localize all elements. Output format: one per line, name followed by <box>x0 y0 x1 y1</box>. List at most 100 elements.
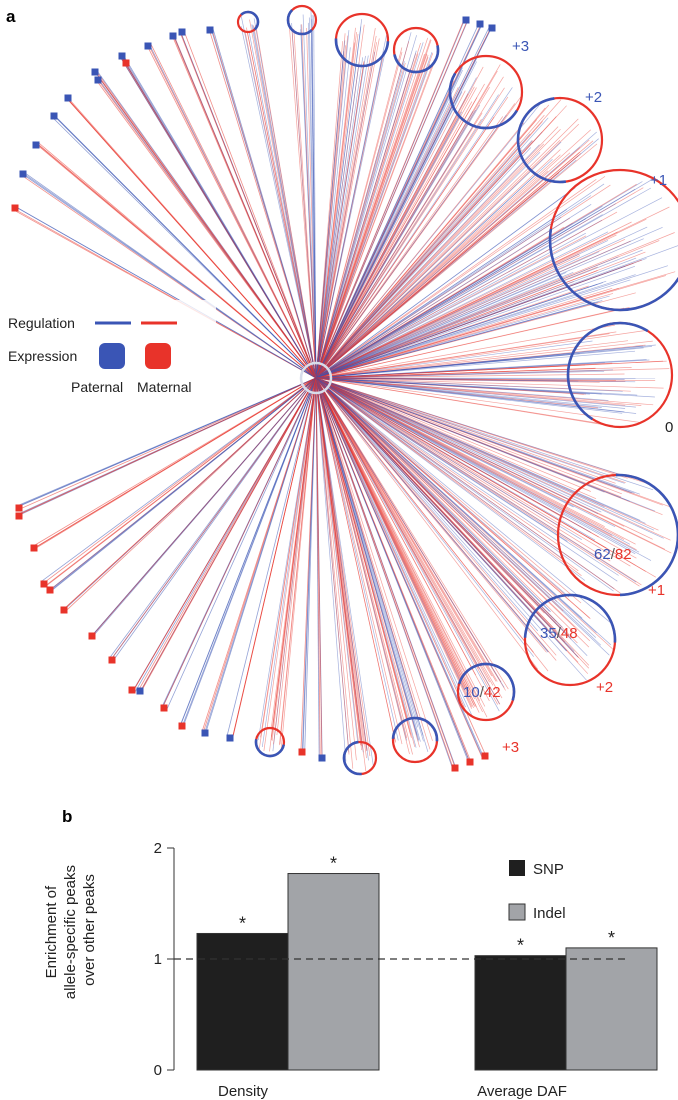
regulation-line <box>315 51 375 379</box>
regulation-line <box>315 221 632 379</box>
regulation-line <box>291 28 317 379</box>
regulation-line <box>204 377 317 732</box>
regulation-line <box>315 147 581 379</box>
regulation-line <box>315 377 565 519</box>
regulation-line <box>315 353 580 379</box>
regulation-line <box>315 35 349 379</box>
regulation-line <box>315 42 355 379</box>
regulation-line <box>315 377 626 382</box>
bar-snp <box>474 955 567 1071</box>
regulation-line <box>315 50 417 379</box>
regulation-line <box>315 258 647 379</box>
regulation-line <box>315 377 497 682</box>
regulation-line <box>315 377 539 632</box>
regulation-line <box>315 377 671 541</box>
regulation-line <box>315 377 579 572</box>
bar-series: * * * * <box>196 854 658 1071</box>
regulation-line <box>272 377 317 752</box>
regulation-line <box>315 377 579 658</box>
regulation-line <box>315 232 675 379</box>
bar-legend: SNP Indel <box>508 860 566 922</box>
regulation-line <box>315 51 403 379</box>
regulation-line <box>315 94 499 379</box>
regulation-line <box>315 377 656 379</box>
regulation-line <box>315 144 540 379</box>
regulation-line <box>315 66 484 379</box>
regulation-line <box>315 377 501 705</box>
regulation-line <box>315 51 345 379</box>
regulation-line <box>315 214 603 379</box>
regulation-line <box>315 187 644 379</box>
regulation-line <box>315 280 607 379</box>
regulation-line <box>315 33 346 379</box>
regulation-line <box>48 377 317 593</box>
regulation-line <box>41 377 317 582</box>
regulation-line <box>315 377 350 755</box>
gene-cluster-paternal-arc <box>391 716 439 764</box>
regulation-line <box>263 377 317 751</box>
regulation-line <box>315 377 582 540</box>
regulation-line <box>315 272 567 379</box>
regulation-line <box>269 377 317 752</box>
regulation-line <box>315 377 477 707</box>
gene-node <box>476 20 484 28</box>
regulation-line <box>315 101 473 379</box>
regulation-line <box>315 377 567 652</box>
regulation-line <box>315 377 622 495</box>
regulation-line <box>44 377 317 583</box>
regulation-line <box>315 87 505 379</box>
level-label-upper: 0 <box>665 419 673 436</box>
regulation-line <box>315 377 473 707</box>
regulation-line <box>315 377 631 567</box>
regulation-line <box>16 206 317 379</box>
regulation-line <box>51 112 317 379</box>
regulation-line <box>315 377 575 652</box>
regulation-line <box>315 377 500 712</box>
regulation-line <box>315 377 490 702</box>
regulation-line <box>315 154 561 379</box>
gene-node <box>178 28 186 36</box>
regulation-line <box>315 51 433 379</box>
regulation-line <box>315 301 599 379</box>
regulation-line <box>315 377 509 690</box>
regulation-line <box>315 96 522 379</box>
regulation-line <box>315 377 623 414</box>
regulation-line <box>315 377 429 753</box>
regulation-line <box>300 24 317 379</box>
regulation-line <box>208 28 317 379</box>
regulation-line <box>315 181 643 379</box>
gene-cluster-paternal-arc <box>516 96 604 184</box>
regulation-line <box>212 28 317 379</box>
gene-node <box>15 504 23 512</box>
regulation-line <box>315 377 563 628</box>
gene-node <box>318 754 326 762</box>
regulation-line <box>315 377 611 562</box>
regulation-line <box>178 377 317 729</box>
regulation-line <box>315 377 632 494</box>
regulation-lines <box>14 10 678 772</box>
regulation-line <box>315 61 365 379</box>
regulation-line <box>315 377 472 763</box>
regulation-line <box>315 377 568 542</box>
regulation-line <box>315 39 431 379</box>
regulation-line <box>315 18 465 379</box>
regulation-line <box>35 142 317 379</box>
regulation-line <box>178 29 317 379</box>
gene-node <box>122 59 130 67</box>
regulation-line <box>315 347 644 379</box>
regulation-line <box>315 216 562 379</box>
regulation-line <box>166 377 317 710</box>
regulation-line <box>315 104 550 379</box>
gene-node <box>60 606 68 614</box>
regulation-line <box>300 377 317 752</box>
legend-snp-label: SNP <box>533 861 564 878</box>
gene-node <box>50 112 58 120</box>
regulation-line <box>14 210 317 379</box>
regulation-line <box>315 377 363 745</box>
regulation-line <box>315 377 424 742</box>
regulation-line <box>315 377 656 512</box>
regulation-line <box>315 377 646 572</box>
regulation-line <box>315 377 350 753</box>
regulation-line <box>315 117 549 379</box>
regulation-line <box>315 121 543 379</box>
